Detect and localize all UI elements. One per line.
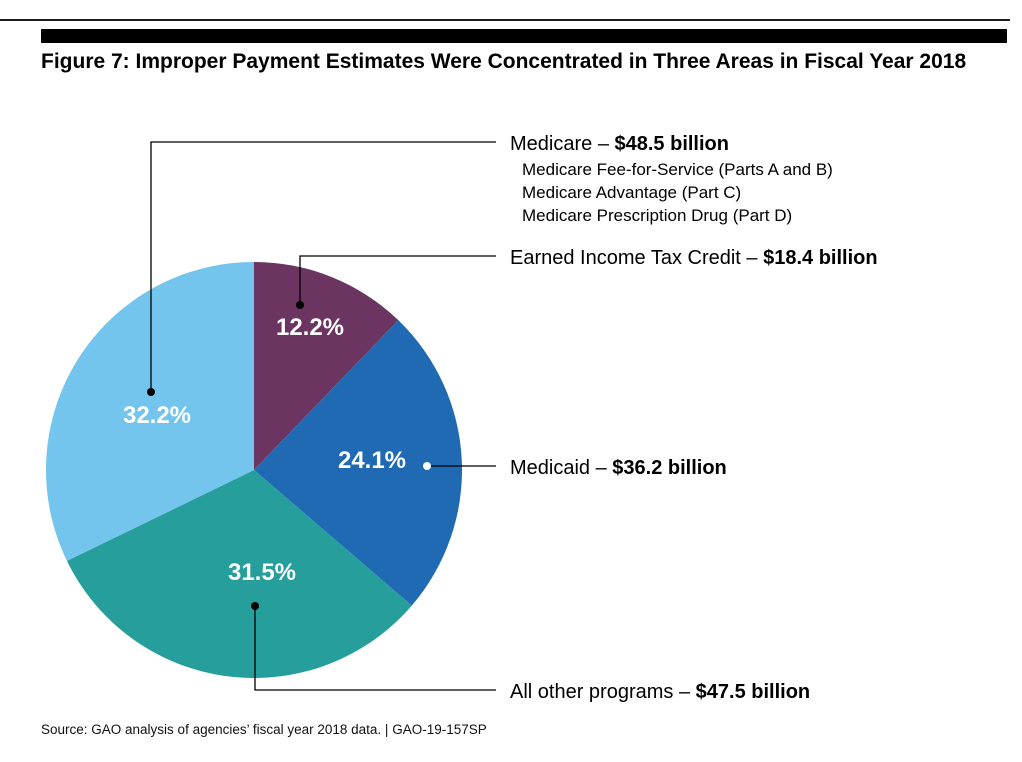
leader-line-eitc <box>299 255 496 305</box>
callout-subitem-medicare-1: Medicare Advantage (Part C) <box>522 183 741 202</box>
callout-labels: Earned Income Tax Credit – $18.4 billion… <box>510 133 878 703</box>
callout-amount-medicaid: $36.2 billion <box>612 457 726 479</box>
callout-amount-medicare: $48.5 billion <box>615 133 729 155</box>
pie-slice-eitc <box>254 262 399 470</box>
leader-line-medicare <box>150 141 496 392</box>
top-rule <box>0 19 1010 21</box>
callout-label-other: All other programs – $47.5 billion <box>510 681 810 703</box>
title-bar <box>41 29 1007 43</box>
percent-label-medicaid: 24.1% <box>338 447 406 474</box>
leader-dot-medicaid <box>423 462 431 470</box>
callout-label-medicare: Medicare – $48.5 billion <box>510 133 729 155</box>
callout-leaders <box>147 141 496 691</box>
pie-slice-medicare <box>45 262 254 561</box>
percent-label-other: 31.5% <box>228 559 296 586</box>
percent-label-medicare: 32.2% <box>123 402 191 429</box>
leader-dot-eitc <box>296 301 304 309</box>
pie-slices <box>45 262 463 679</box>
callout-amount-eitc: $18.4 billion <box>763 247 877 269</box>
pie-slice-other <box>66 470 412 679</box>
percent-label-eitc: 12.2% <box>276 314 344 341</box>
callout-label-medicaid: Medicaid – $36.2 billion <box>510 457 727 479</box>
leader-line-other <box>254 606 496 691</box>
pie-slice-medicaid <box>254 320 463 606</box>
callout-name-medicare: Medicare – <box>510 133 615 155</box>
source-note: Source: GAO analysis of agencies’ fiscal… <box>41 722 487 737</box>
callout-name-eitc: Earned Income Tax Credit – <box>510 247 763 269</box>
callout-amount-other: $47.5 billion <box>696 681 810 703</box>
leader-dot-other <box>251 602 259 610</box>
callout-name-medicaid: Medicaid – <box>510 457 612 479</box>
callout-name-other: All other programs – <box>510 681 696 703</box>
figure-title: Figure 7: Improper Payment Estimates Wer… <box>41 50 967 73</box>
callout-subitem-medicare-0: Medicare Fee-for-Service (Parts A and B) <box>522 160 833 179</box>
callout-label-eitc: Earned Income Tax Credit – $18.4 billion <box>510 247 878 269</box>
leader-dot-medicare <box>147 388 155 396</box>
percent-labels: 12.2% 24.1% 31.5% 32.2% <box>123 314 406 586</box>
callout-subitem-medicare-2: Medicare Prescription Drug (Part D) <box>522 206 792 225</box>
